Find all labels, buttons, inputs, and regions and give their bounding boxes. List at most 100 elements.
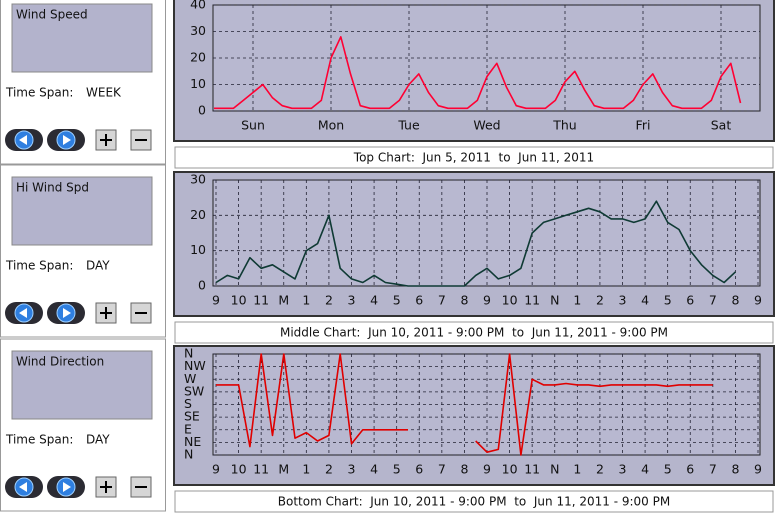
x-tick-label: 7 [709,462,717,477]
x-tick-label: 9 [483,293,491,308]
x-tick-label: 11 [253,462,269,477]
panel-label: Wind Speed [16,8,88,22]
zoom-out-button[interactable] [130,302,152,324]
x-tick-label: 3 [619,293,627,308]
y-tick-label: 40 [190,0,206,12]
zoom-in-button[interactable] [95,476,117,498]
x-tick-label: 3 [348,462,356,477]
time-span-label: Time Span: [5,86,73,100]
x-tick-label: 6 [686,462,694,477]
x-tick-label: 5 [664,462,672,477]
x-tick-label: 7 [709,293,717,308]
x-tick-label: 9 [212,293,220,308]
x-tick-label: 9 [212,462,220,477]
x-tick-label: 4 [370,293,378,308]
x-tick-label: 2 [325,293,333,308]
caption-box [174,146,774,169]
chart: 0 10 20 30 40 Sun Mon Tue Wed Thu Fri Sat Top Chart:… [173,0,775,169]
label-box [11,3,153,73]
x-tick-label: Fri [636,118,651,133]
x-tick-label: 2 [596,462,604,477]
y-tick-label: NW [184,358,206,373]
x-tick-label: 1 [302,293,310,308]
x-tick-label: 8 [460,462,468,477]
x-tick-label: 2 [325,462,333,477]
x-tick-label: 1 [573,293,581,308]
x-tick-label: 11 [253,293,269,308]
y-tick-label: 0 [198,103,206,118]
time-span-value: DAY [86,259,110,273]
x-tick-label: 10 [231,293,247,308]
next-button[interactable] [47,476,85,498]
x-tick-label: Sun [241,118,265,133]
y-tick-label: N [184,346,193,361]
x-tick-label: 8 [731,462,739,477]
chart-caption: Bottom Chart: Jun 10, 2011 - 9:00 PM to … [278,495,670,509]
y-tick-label: 0 [198,278,206,293]
plot-area [212,179,761,287]
x-tick-label: 6 [686,293,694,308]
y-tick-label: 20 [190,207,206,222]
x-tick-label: 6 [415,462,423,477]
next-button[interactable] [47,129,85,151]
x-tick-label: N [550,462,559,477]
x-tick-label: 9 [754,293,762,308]
zoom-out-button[interactable] [130,129,152,151]
y-tick-label: S [184,396,192,411]
x-tick-label: 7 [438,462,446,477]
x-tick-label: 8 [460,293,468,308]
x-tick-label: 6 [415,293,423,308]
x-tick-label: 7 [438,293,446,308]
button-arrow [19,482,27,492]
x-tick-label: Tue [397,118,420,133]
x-tick-label: 1 [302,462,310,477]
x-tick-label: N [550,293,559,308]
data-line [214,36,742,110]
button-arrow [63,135,71,145]
prev-button[interactable] [5,302,43,324]
button-arrow [63,482,71,492]
time-span-value: DAY [86,433,110,447]
time-span-value: WEEK [86,86,122,100]
x-tick-label: Wed [473,118,500,133]
x-tick-label: 10 [502,462,518,477]
x-tick-label: 4 [641,293,649,308]
panel-label: Hi Wind Spd [16,181,89,195]
next-button[interactable] [47,302,85,324]
x-tick-label: 3 [348,293,356,308]
y-tick-label: 10 [190,76,206,91]
prev-button[interactable] [5,476,43,498]
x-tick-label: Thu [552,118,576,133]
control-panel: Wind Direction Time Span: DAY [0,338,166,512]
chart-caption: Top Chart: Jun 5, 2011 to Jun 11, 2011 [353,151,594,165]
zoom-in-button[interactable] [95,302,117,324]
x-tick-label: Mon [318,118,344,133]
x-tick-label: 10 [502,293,518,308]
button-arrow [63,308,71,318]
label-box [11,176,153,246]
y-tick-label: NE [184,434,201,449]
zoom-in-button[interactable] [95,129,117,151]
x-tick-label: 4 [370,462,378,477]
button-arrow [19,308,27,318]
x-tick-label: 1 [573,462,581,477]
chart-caption: Middle Chart: Jun 10, 2011 - 9:00 PM to … [280,326,668,340]
control-panel: Wind Speed Time Span: WEEK [0,0,166,165]
y-tick-label: 10 [190,242,206,257]
y-tick-label: 30 [190,172,206,187]
x-tick-label: 5 [393,462,401,477]
prev-button[interactable] [5,129,43,151]
x-tick-label: 11 [524,462,540,477]
panel-label: Wind Direction [16,355,104,369]
y-tick-label: N [184,447,193,462]
x-tick-label: 10 [231,462,247,477]
x-tick-label: 3 [619,462,627,477]
time-span-label: Time Span: [5,259,73,273]
data-line [216,353,713,456]
zoom-out-button[interactable] [130,476,152,498]
x-tick-label: 5 [393,293,401,308]
caption-box [174,321,774,344]
label-box [11,350,153,420]
